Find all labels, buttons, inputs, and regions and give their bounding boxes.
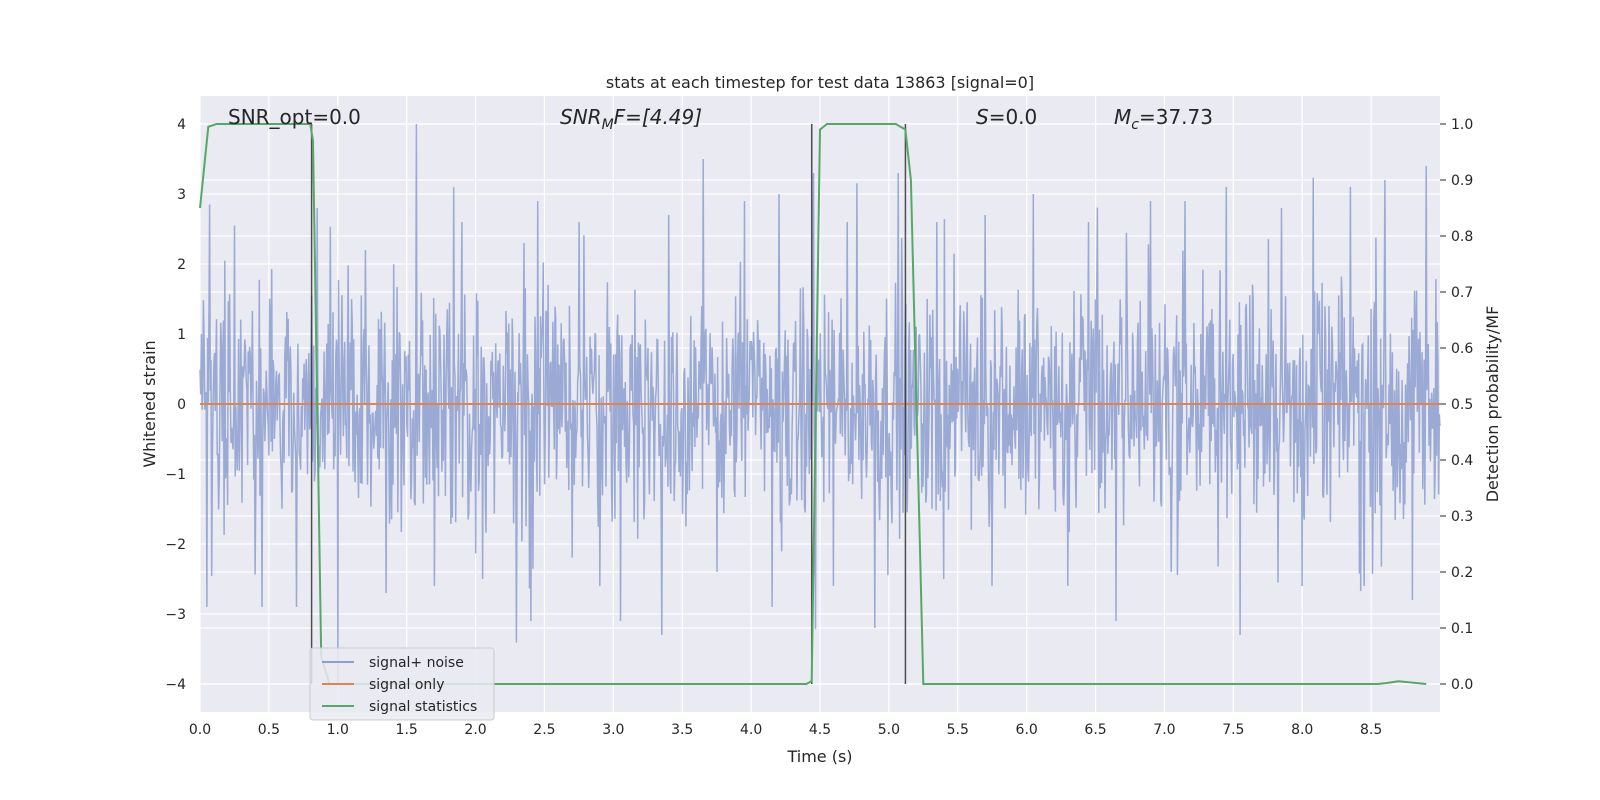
- x-axis-ticks: 0.0 0.5 1.0 1.5 2.0 2.5 3.0 3.5 4.0 4.5 5.0 5.5 6.0 6…: [189, 722, 1382, 738]
- y2-tick-label-4: 0.6: [1451, 341, 1473, 357]
- x-tick-label-4: 2.0: [464, 722, 486, 738]
- y-tick-label-8: −4: [165, 677, 186, 693]
- mc-italic: M: [1114, 105, 1131, 129]
- x-tick-label-17: 8.5: [1360, 722, 1382, 738]
- y-axis-ticks: 4 3 2 1 0 −1 −2 −3 −4: [165, 117, 186, 693]
- y2-tick-label-10: 0.0: [1451, 677, 1473, 693]
- x-tick-label-9: 4.5: [809, 722, 831, 738]
- signal-noise-series: [199, 123, 1441, 685]
- annotation-snr-mf: SNRMF=[4.49]: [560, 105, 702, 133]
- s-italic: S: [976, 105, 989, 129]
- y2-tick-label-9: 0.1: [1451, 621, 1473, 637]
- y2-tick-label-6: 0.4: [1451, 453, 1473, 469]
- y2-axis-label: Detection probability/MF: [1483, 306, 1502, 503]
- x-tick-label-5: 2.5: [533, 722, 555, 738]
- y2-tick-label-7: 0.3: [1451, 509, 1473, 525]
- legend: signal+ noise signal only signal statist…: [309, 647, 495, 721]
- x-tick-label-0: 0.0: [189, 722, 211, 738]
- legend-box: [309, 647, 495, 721]
- annotation-s: S=0.0: [976, 105, 1037, 129]
- mc-tail: =37.73: [1139, 105, 1213, 129]
- chart-title: stats at each timestep for test data 138…: [606, 73, 1034, 92]
- x-tick-label-3: 1.5: [396, 722, 418, 738]
- x-tick-label-7: 3.5: [671, 722, 693, 738]
- y-tick-label-0: 4: [177, 117, 186, 133]
- y-tick-label-4: 0: [177, 397, 186, 413]
- y2-tick-label-1: 0.9: [1451, 173, 1473, 189]
- snr-mf-sub: M: [602, 117, 614, 133]
- vertical-markers: [310, 124, 907, 684]
- legend-label-signal-noise: signal+ noise: [369, 655, 464, 671]
- x-tick-label-11: 5.5: [947, 722, 969, 738]
- annotation-snr-opt: SNR_opt=0.0: [228, 105, 361, 129]
- y2-tick-label-5: 0.5: [1451, 397, 1473, 413]
- signal-statistics-series: [199, 123, 1427, 685]
- y-tick-label-6: −2: [165, 537, 186, 553]
- x-tick-label-13: 6.5: [1084, 722, 1106, 738]
- x-tick-label-6: 3.0: [602, 722, 624, 738]
- y-tick-label-5: −1: [165, 467, 186, 483]
- annotation-mc: Mc=37.73: [1114, 105, 1213, 133]
- y2-tick-label-3: 0.7: [1451, 285, 1473, 301]
- snr-mf-tail: F=[4.49]: [614, 105, 702, 129]
- signal-noise-line: [199, 123, 1441, 685]
- snr-mf-main: SNR: [560, 105, 602, 129]
- y-tick-label-7: −3: [165, 607, 186, 623]
- x-tick-label-1: 0.5: [258, 722, 280, 738]
- x-tick-label-12: 6.0: [1016, 722, 1038, 738]
- legend-label-signal-statistics: signal statistics: [369, 699, 477, 715]
- y-axis-label: Whitened strain: [140, 340, 159, 467]
- x-tick-label-15: 7.5: [1222, 722, 1244, 738]
- y-tick-label-1: 3: [177, 187, 186, 203]
- s-tail: =0.0: [989, 105, 1038, 129]
- signal-statistics-line: [199, 123, 1427, 685]
- y-tick-label-3: 1: [177, 327, 186, 343]
- x-tick-label-2: 1.0: [327, 722, 349, 738]
- y2-tick-label-0: 1.0: [1451, 117, 1473, 133]
- x-tick-label-10: 5.0: [878, 722, 900, 738]
- x-axis-label: Time (s): [786, 747, 852, 766]
- legend-label-signal-only: signal only: [369, 677, 444, 693]
- y2-tick-label-8: 0.2: [1451, 565, 1473, 581]
- x-tick-label-14: 7.0: [1153, 722, 1175, 738]
- y-tick-label-2: 2: [177, 257, 186, 273]
- x-tick-label-16: 8.0: [1291, 722, 1313, 738]
- x-tick-label-8: 4.0: [740, 722, 762, 738]
- y2-axis-ticks: 1.0 0.9 0.8 0.7 0.6 0.5 0.4 0.3 0.2 0.1 0.0: [1440, 117, 1473, 693]
- y2-tick-label-2: 0.8: [1451, 229, 1473, 245]
- mc-sub: c: [1131, 117, 1139, 133]
